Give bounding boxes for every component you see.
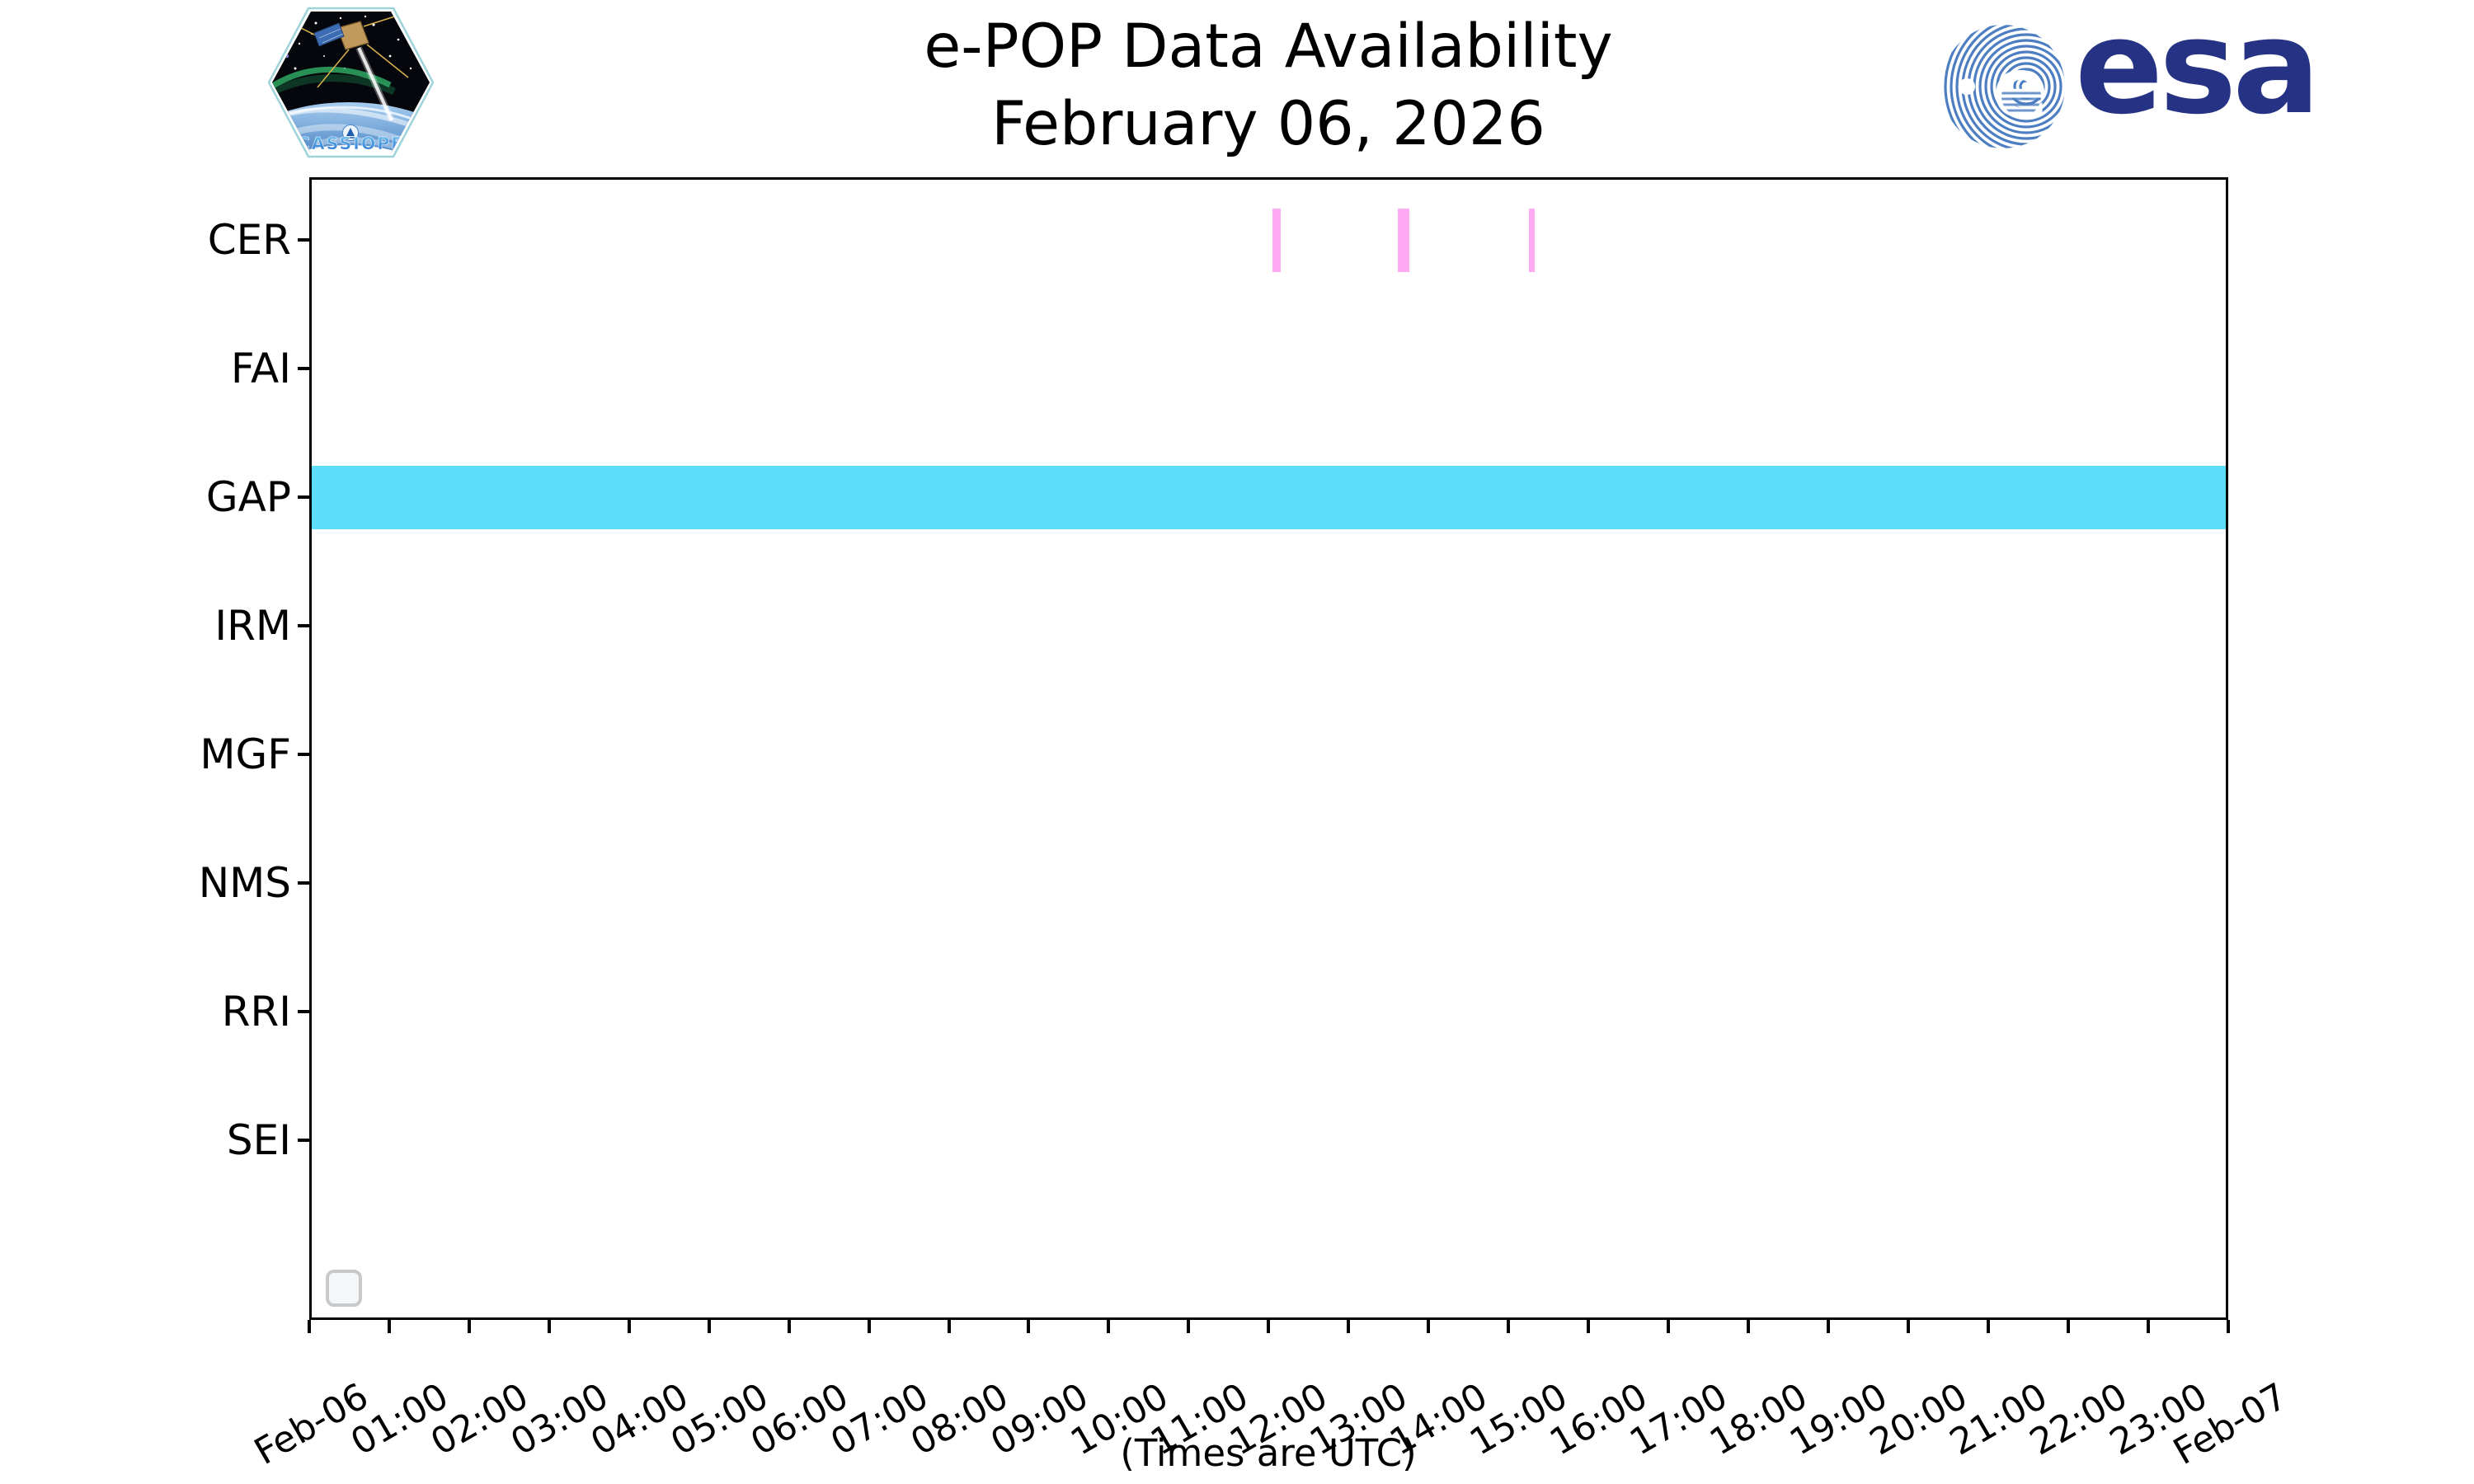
x-tick-08:00 — [947, 1320, 951, 1333]
x-tick-21:00 — [1986, 1320, 1990, 1333]
y-tick-SEI — [298, 1139, 309, 1142]
x-axis-note: (Times are UTC) — [1120, 1431, 1417, 1475]
x-tick-02:00 — [467, 1320, 471, 1333]
esa-emblem-globe: e — [1941, 25, 2065, 148]
y-tick-CER — [298, 238, 309, 242]
x-tick-09:00 — [1027, 1320, 1031, 1333]
chart-title-block: e-POP Data Availability February 06, 202… — [526, 8, 2011, 163]
x-tick-05:00 — [707, 1320, 711, 1333]
y-tick-FAI — [298, 367, 309, 370]
chart-subtitle: February 06, 2026 — [991, 89, 1545, 159]
x-tick-03:00 — [547, 1320, 551, 1333]
availability-bar-CER — [1272, 208, 1281, 272]
y-tick-label-IRM: IRM — [214, 602, 291, 650]
availability-bar-CER — [1529, 208, 1535, 272]
x-tick-18:00 — [1746, 1320, 1750, 1333]
y-tick-label-NMS: NMS — [198, 859, 291, 907]
y-tick-label-MGF: MGF — [200, 730, 291, 778]
patch-cassiope-label: CASSIOPE — [298, 134, 405, 153]
esa-emblem-letter: e — [1992, 40, 2048, 136]
legend-box — [326, 1270, 362, 1307]
x-tick-17:00 — [1666, 1320, 1670, 1333]
x-tick-Feb-07 — [2226, 1320, 2230, 1333]
y-tick-RRI — [298, 1010, 309, 1013]
patch-csa-emblem — [342, 124, 359, 141]
x-tick-22:00 — [2066, 1320, 2070, 1333]
x-tick-Feb-06 — [308, 1320, 311, 1333]
x-tick-20:00 — [1906, 1320, 1910, 1333]
chart-title: e-POP Data Availability — [924, 12, 1613, 82]
x-tick-15:00 — [1507, 1320, 1511, 1333]
x-tick-12:00 — [1267, 1320, 1271, 1333]
plot-area — [309, 177, 2228, 1320]
x-tick-16:00 — [1587, 1320, 1590, 1333]
x-tick-11:00 — [1187, 1320, 1191, 1333]
y-tick-GAP — [298, 495, 309, 499]
y-tick-NMS — [298, 881, 309, 885]
esa-logo: e esa — [1938, 0, 2326, 165]
cassiope-mission-patch: CASSIOPE — [267, 7, 435, 158]
y-tick-IRM — [298, 624, 309, 627]
x-tick-04:00 — [627, 1320, 631, 1333]
x-tick-13:00 — [1347, 1320, 1351, 1333]
y-tick-MGF — [298, 753, 309, 756]
y-tick-label-FAI: FAI — [230, 345, 291, 392]
x-tick-06:00 — [787, 1320, 791, 1333]
x-tick-07:00 — [867, 1320, 871, 1333]
x-tick-10:00 — [1107, 1320, 1111, 1333]
availability-bar-CER — [1397, 208, 1410, 272]
patch-aurora — [272, 66, 396, 96]
x-tick-23:00 — [2146, 1320, 2150, 1333]
y-tick-label-CER: CER — [207, 216, 291, 264]
esa-wordmark: esa — [2075, 0, 2321, 143]
y-tick-label-GAP: GAP — [205, 473, 291, 521]
y-tick-label-SEI: SEI — [226, 1116, 291, 1164]
x-tick-14:00 — [1427, 1320, 1431, 1333]
patch-satellite — [287, 12, 409, 122]
x-tick-19:00 — [1826, 1320, 1830, 1333]
availability-bar-GAP — [312, 465, 2226, 529]
availability-bars-layer — [312, 180, 2226, 1317]
esa-globe-star-dot — [1959, 78, 1975, 95]
y-tick-label-RRI: RRI — [221, 988, 291, 1036]
x-tick-01:00 — [387, 1320, 391, 1333]
